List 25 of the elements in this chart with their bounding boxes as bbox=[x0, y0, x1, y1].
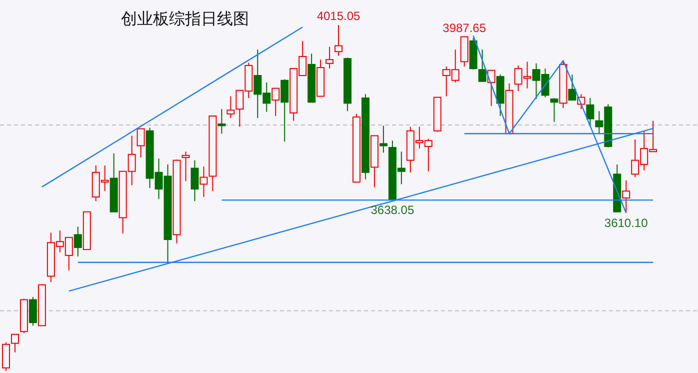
candlestick bbox=[379, 125, 388, 154]
candlestick bbox=[586, 98, 594, 128]
candlestick bbox=[478, 49, 486, 82]
candlestick bbox=[200, 166, 208, 198]
candlestick bbox=[280, 78, 289, 142]
annotation: 3638.05 bbox=[370, 203, 414, 218]
annotation: 3987.65 bbox=[442, 20, 486, 35]
candlestick bbox=[2, 342, 10, 372]
chart-title: 创业板综指日线图 bbox=[121, 10, 249, 28]
candlestick bbox=[334, 24, 343, 56]
candlestick bbox=[622, 180, 630, 214]
candlestick bbox=[190, 160, 199, 202]
candlestick bbox=[272, 88, 280, 116]
annotation: 3610.10 bbox=[604, 216, 648, 230]
candlestick bbox=[28, 296, 37, 326]
candlestick bbox=[136, 128, 145, 158]
candlestick bbox=[568, 74, 576, 101]
candlestick bbox=[182, 151, 190, 182]
candlestick bbox=[226, 96, 235, 119]
annotation: 4015.05 bbox=[316, 9, 361, 23]
candlestick bbox=[74, 226, 82, 257]
candlestick bbox=[326, 46, 334, 70]
candlestick bbox=[218, 108, 226, 134]
candlestick bbox=[550, 98, 558, 122]
candlestick bbox=[10, 334, 19, 353]
